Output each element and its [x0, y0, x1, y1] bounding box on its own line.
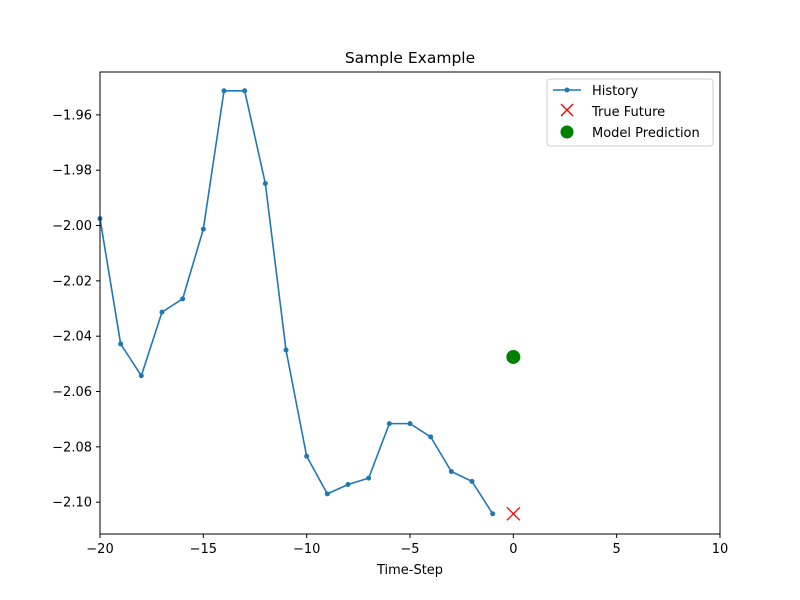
history-point: [262, 180, 268, 186]
history-point: [386, 421, 392, 427]
legend-item-model-prediction: Model Prediction: [560, 125, 700, 141]
history-point: [407, 421, 413, 427]
history-point: [159, 309, 165, 315]
history-point: [345, 481, 351, 487]
x-tick-label: −15: [190, 542, 217, 557]
x-axis-label: Time-Step: [376, 563, 443, 578]
y-tick-label: −2.10: [52, 496, 92, 511]
y-tick-label: −1.96: [52, 108, 92, 123]
history-point: [366, 475, 372, 481]
legend-label-model-prediction: Model Prediction: [592, 126, 700, 141]
x-tick-label: −5: [400, 542, 419, 557]
legend-true-future-marker-b: [560, 103, 574, 117]
history-point: [469, 478, 475, 484]
history-point: [324, 491, 330, 497]
history-point: [428, 434, 434, 440]
plot-area: [97, 88, 521, 521]
y-tick-label: −2.00: [52, 219, 92, 234]
y-tick-label: −2.04: [52, 330, 92, 345]
true-future-stroke: [506, 506, 521, 521]
y-tick-label: −2.08: [52, 440, 92, 455]
history-point: [448, 468, 454, 474]
legend-item-true-future: True Future: [560, 103, 665, 120]
history-point: [221, 88, 227, 94]
legend-box: [546, 78, 714, 147]
true-future-point: [506, 506, 521, 521]
legend-model-prediction-marker: [560, 125, 574, 139]
history-point: [200, 226, 206, 232]
x-tick-label: 10: [712, 542, 729, 557]
axis-ticks: −20 −15 −10 −5 0 5 10 −2.10 −2.08 −2.06 −2.04 −2.02…: [52, 108, 728, 557]
series-history-line: [99, 90, 494, 515]
history-point: [242, 88, 248, 94]
legend-label-history: History: [592, 84, 639, 99]
history-point: [138, 373, 144, 379]
y-tick-label: −1.98: [52, 164, 92, 179]
x-tick-label: −10: [293, 542, 320, 557]
history-point: [180, 296, 186, 302]
model-prediction-point: [506, 349, 521, 364]
legend-label-true-future: True Future: [591, 105, 665, 120]
history-point: [490, 511, 496, 517]
legend-item-history: History: [553, 84, 639, 99]
legend-history-marker: [564, 87, 570, 93]
history-point: [283, 347, 289, 353]
history-point: [118, 341, 124, 347]
x-tick-label: −20: [86, 542, 113, 557]
history-point: [304, 453, 310, 459]
chart-title: Sample Example: [345, 49, 475, 67]
x-tick-label: 0: [509, 542, 517, 557]
legend: History True Future Model Prediction: [546, 78, 714, 147]
y-tick-label: −2.06: [52, 385, 92, 400]
y-tick-label: −2.02: [52, 274, 92, 289]
x-tick-label: 5: [613, 542, 621, 557]
